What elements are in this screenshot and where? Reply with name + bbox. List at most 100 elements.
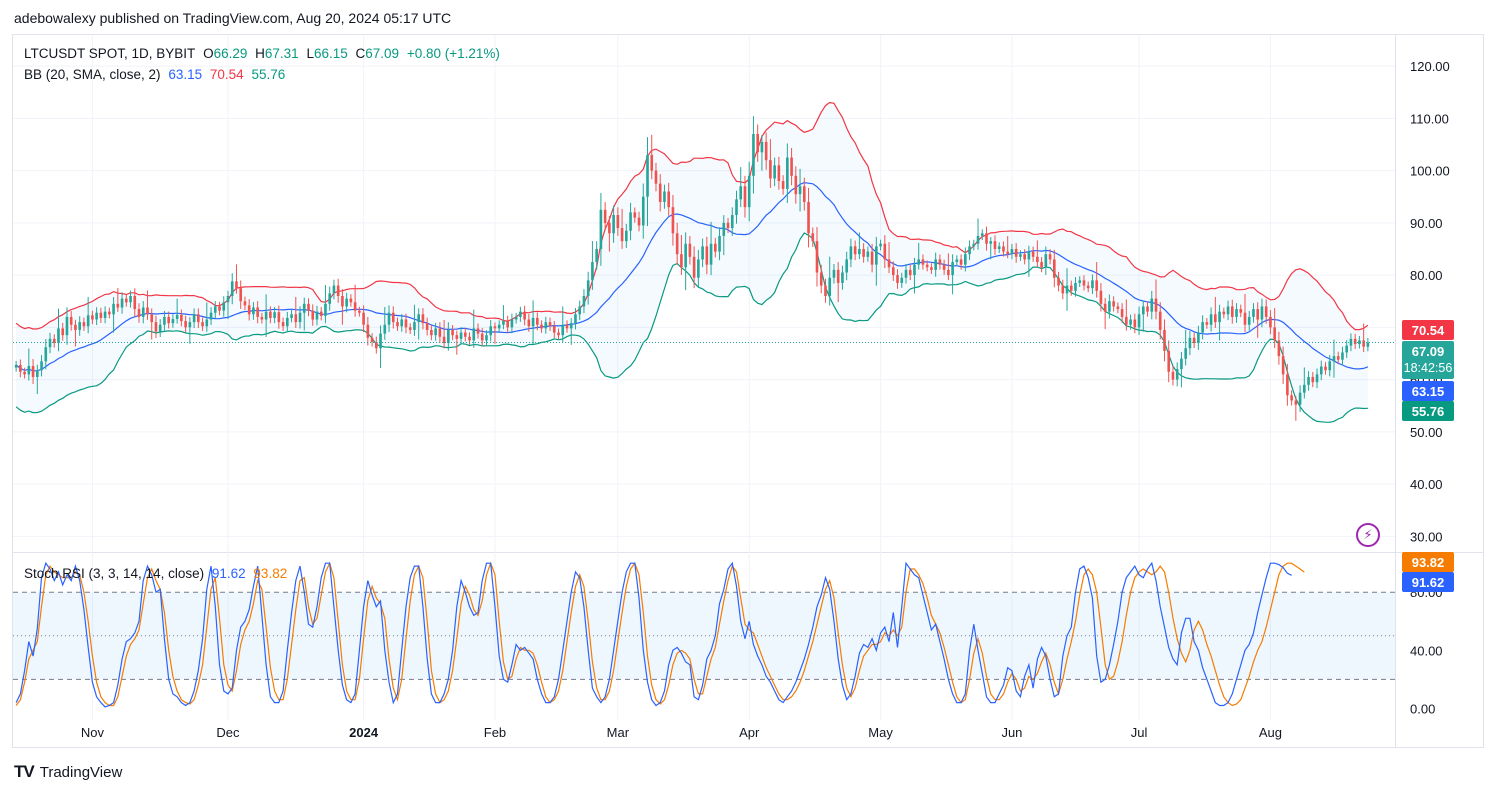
candle-body bbox=[307, 303, 310, 311]
candle-body bbox=[692, 256, 696, 278]
candle-body bbox=[1120, 309, 1124, 317]
candle-body bbox=[1133, 319, 1137, 328]
candle-body bbox=[663, 191, 666, 202]
candle-body bbox=[86, 315, 90, 327]
stoch-label[interactable]: Stoch RSI (3, 3, 14, 14, close) bbox=[24, 566, 205, 581]
change-value: +0.80 (+1.21%) bbox=[406, 46, 500, 61]
stoch-d-tag: 93.82 bbox=[1402, 552, 1454, 572]
candle-body bbox=[1256, 309, 1260, 320]
candle-body bbox=[256, 307, 259, 317]
candle-body bbox=[917, 259, 921, 265]
candle-body bbox=[1116, 306, 1120, 310]
candle-body bbox=[891, 267, 895, 276]
candle-body bbox=[239, 288, 243, 302]
candle-body bbox=[786, 157, 789, 189]
candle-body bbox=[790, 157, 793, 176]
candle-body bbox=[675, 233, 679, 255]
candle-body bbox=[1277, 340, 1281, 357]
candle-body bbox=[269, 311, 272, 318]
time-tick-label: Feb bbox=[484, 725, 506, 740]
candle-body bbox=[523, 311, 526, 320]
candle-body bbox=[1286, 374, 1289, 396]
candle-body bbox=[968, 246, 971, 255]
candle-body bbox=[764, 141, 768, 161]
candle-body bbox=[14, 364, 18, 368]
candle-body bbox=[1230, 306, 1234, 317]
candle-body bbox=[1332, 356, 1336, 362]
candle-body bbox=[158, 324, 162, 332]
candle-body bbox=[603, 209, 607, 223]
bb-upper-line bbox=[15, 101, 1369, 331]
symbol-label[interactable]: LTCUSDT SPOT, 1D, BYBIT bbox=[24, 46, 196, 61]
candle-body bbox=[815, 241, 819, 273]
candle-body bbox=[752, 134, 755, 176]
candle-body bbox=[964, 254, 967, 265]
candle-body bbox=[472, 328, 476, 341]
candle-body bbox=[1150, 298, 1154, 312]
candle-body bbox=[531, 317, 535, 327]
candle-body bbox=[595, 248, 598, 263]
bb-label[interactable]: BB (20, SMA, close, 2) bbox=[24, 67, 161, 82]
candle-body bbox=[44, 347, 48, 362]
candle-body bbox=[48, 338, 52, 348]
candle-body bbox=[1023, 254, 1026, 260]
candle-body bbox=[1192, 337, 1196, 344]
candle-body bbox=[845, 259, 848, 273]
price-tick-label: 110.00 bbox=[1410, 111, 1449, 126]
candle-body bbox=[1218, 311, 1221, 323]
candle-body bbox=[896, 275, 899, 283]
candle-body bbox=[993, 241, 997, 249]
candle-body bbox=[688, 243, 692, 257]
high-value: 67.31 bbox=[264, 46, 299, 61]
candle-body bbox=[1002, 246, 1005, 252]
candle-body bbox=[209, 312, 213, 320]
candle-body bbox=[40, 361, 43, 371]
candle-body bbox=[91, 315, 94, 320]
candle-body bbox=[502, 321, 505, 325]
candle-body bbox=[154, 322, 158, 332]
candle-body bbox=[586, 280, 590, 296]
candle-body bbox=[1086, 285, 1090, 289]
candle-body bbox=[167, 316, 170, 324]
lightning-icon[interactable]: ⚡ bbox=[1356, 523, 1380, 547]
candle-body bbox=[1078, 280, 1082, 283]
candle-body bbox=[1319, 366, 1323, 375]
candle-body bbox=[201, 322, 204, 327]
candle-body bbox=[247, 305, 251, 315]
candle-body bbox=[1366, 342, 1370, 347]
candle-body bbox=[1163, 329, 1166, 351]
candle-body bbox=[841, 272, 844, 283]
candle-body bbox=[133, 296, 137, 310]
candle-body bbox=[349, 298, 353, 303]
open-value: 66.29 bbox=[213, 46, 248, 61]
close-value: 67.09 bbox=[365, 46, 400, 61]
lower-band-tag: 55.76 bbox=[1402, 401, 1454, 421]
candle-body bbox=[273, 312, 276, 318]
candle-body bbox=[252, 307, 255, 315]
tradingview-logo-icon[interactable]: TV bbox=[14, 762, 35, 781]
candle-body bbox=[1095, 280, 1098, 291]
candle-body bbox=[353, 302, 357, 311]
low-value: 66.15 bbox=[313, 46, 348, 61]
bb-lower-value: 55.76 bbox=[251, 67, 286, 82]
candle-body bbox=[1222, 311, 1226, 315]
bb-legend: BB (20, SMA, close, 2) 63.15 70.54 55.76 bbox=[24, 67, 289, 82]
candle-body bbox=[480, 333, 484, 341]
candle-body bbox=[959, 259, 963, 265]
candle-body bbox=[485, 335, 488, 341]
candle-body bbox=[773, 165, 776, 179]
price-tick-label: 90.00 bbox=[1410, 216, 1443, 231]
candle-body bbox=[35, 370, 39, 377]
stoch-k-line bbox=[15, 561, 1292, 708]
chart-frame bbox=[12, 34, 1484, 748]
candle-body bbox=[1214, 314, 1217, 323]
candle-body bbox=[1205, 322, 1209, 325]
candle-body bbox=[1324, 366, 1327, 371]
candle-body bbox=[1341, 352, 1344, 360]
candle-body bbox=[777, 165, 781, 182]
candle-body bbox=[1201, 322, 1204, 333]
candle-body bbox=[1146, 306, 1149, 312]
candle-body bbox=[124, 298, 128, 303]
candle-body bbox=[955, 259, 959, 263]
